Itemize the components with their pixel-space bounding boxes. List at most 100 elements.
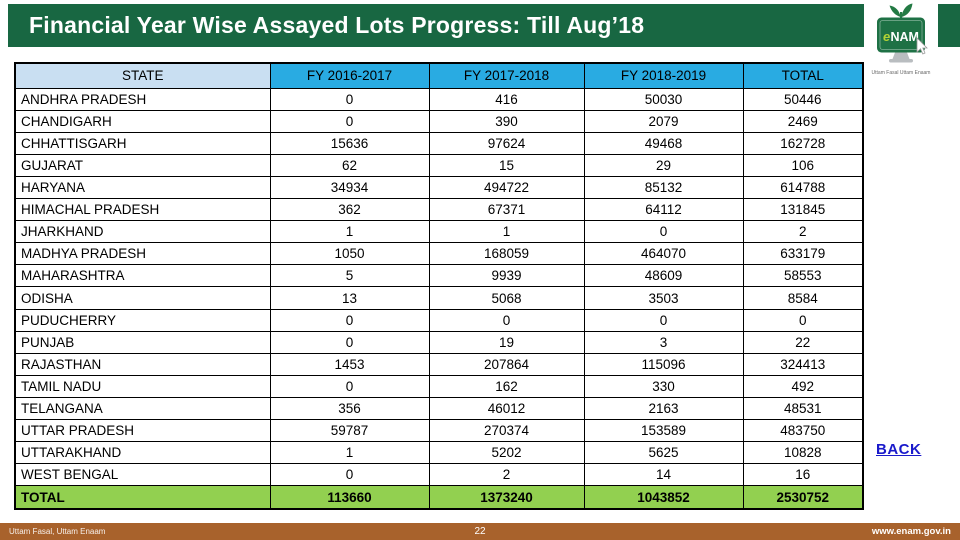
value-cell: 0: [583, 308, 744, 332]
value-cell: 153589: [583, 419, 744, 443]
value-cell: 168059: [428, 242, 585, 266]
value-cell: 8584: [742, 286, 864, 310]
value-cell: 1: [269, 220, 430, 244]
table-body: ANDHRA PRADESH 0 416 50030 50446 CHANDIGARH 0 3…: [14, 87, 864, 510]
value-cell: 22: [742, 330, 864, 354]
value-cell: 2469: [742, 109, 864, 133]
value-cell: 494722: [428, 175, 585, 200]
table-row: RAJASTHAN 1453 207864 115096 324413: [14, 352, 864, 376]
value-cell: 5625: [583, 441, 744, 465]
table-row: CHANDIGARH 0 390 2079 2469: [14, 109, 864, 133]
value-cell: 49468: [583, 131, 744, 155]
value-cell: 162: [428, 374, 585, 399]
value-cell: 14: [583, 463, 744, 487]
value-cell: 13: [269, 286, 430, 310]
table-row: CHHATTISGARH 15636 97624 49468 162728: [14, 131, 864, 155]
value-cell: 15636: [269, 131, 430, 155]
state-cell: CHHATTISGARH: [14, 131, 271, 155]
assayed-lots-table-container: STATE FY 2016-2017 FY 2017-2018 FY 2018-201…: [14, 62, 864, 510]
table-row: GUJARAT 62 15 29 106: [14, 153, 864, 177]
value-cell: 0: [583, 220, 744, 244]
assayed-lots-table: STATE FY 2016-2017 FY 2017-2018 FY 2018-201…: [14, 62, 864, 510]
value-cell: 58553: [742, 264, 864, 288]
value-cell: 207864: [428, 352, 585, 376]
value-cell: 1453: [269, 352, 430, 376]
value-cell: 67371: [428, 198, 585, 222]
value-cell: 0: [428, 308, 585, 332]
state-cell: ANDHRA PRADESH: [14, 87, 271, 111]
value-cell: 106: [742, 153, 864, 177]
value-cell: 2: [742, 220, 864, 244]
table-row: ODISHA 13 5068 3503 8584: [14, 286, 864, 310]
value-cell: 3: [583, 330, 744, 354]
table-row: PUDUCHERRY 0 0 0 0: [14, 308, 864, 332]
state-cell: PUDUCHERRY: [14, 308, 271, 332]
value-cell: 0: [269, 109, 430, 133]
value-cell: 1: [269, 441, 430, 465]
value-cell: 0: [269, 330, 430, 354]
value-cell: 390: [428, 109, 585, 133]
value-cell: 9939: [428, 264, 585, 288]
value-cell: 85132: [583, 175, 744, 200]
value-cell: 50446: [742, 87, 864, 111]
value-cell: 64112: [583, 198, 744, 222]
value-cell: 2163: [583, 397, 744, 421]
value-cell: 0: [742, 308, 864, 332]
state-cell: ODISHA: [14, 286, 271, 310]
table-row: UTTAR PRADESH 59787 270374 153589 483750: [14, 419, 864, 443]
value-cell: 0: [269, 463, 430, 487]
table-row: MADHYA PRADESH 1050 168059 464070 633179: [14, 242, 864, 266]
value-cell: 0: [269, 308, 430, 332]
value-cell: 362: [269, 198, 430, 222]
value-cell: 131845: [742, 198, 864, 222]
value-cell: 59787: [269, 419, 430, 443]
value-cell: 492: [742, 374, 864, 399]
value-cell: 356: [269, 397, 430, 421]
value-cell: 15: [428, 153, 585, 177]
state-cell: MAHARASHTRA: [14, 264, 271, 288]
value-cell: 324413: [742, 352, 864, 376]
value-cell: 330: [583, 374, 744, 399]
footer-slogan: Uttam Fasal, Uttam Enaam: [9, 527, 106, 536]
value-cell: 1: [428, 220, 585, 244]
value-cell: 62: [269, 153, 430, 177]
state-cell: PUNJAB: [14, 330, 271, 354]
table-row: WEST BENGAL 0 2 14 16: [14, 463, 864, 487]
state-cell: GUJARAT: [14, 153, 271, 177]
table-row: PUNJAB 0 19 3 22: [14, 330, 864, 354]
state-cell: WEST BENGAL: [14, 463, 271, 487]
state-cell: JHARKHAND: [14, 220, 271, 244]
state-cell: RAJASTHAN: [14, 352, 271, 376]
table-row: MAHARASHTRA 5 9939 48609 58553: [14, 264, 864, 288]
value-cell: 614788: [742, 175, 864, 200]
value-cell: 0: [269, 374, 430, 399]
table-row: TELANGANA 356 46012 2163 48531: [14, 397, 864, 421]
value-cell: 1373240: [428, 485, 585, 510]
value-cell: 34934: [269, 175, 430, 200]
footer-bar: Uttam Fasal, Uttam Enaam 22 www.enam.gov…: [0, 523, 960, 540]
state-cell: TOTAL: [14, 485, 271, 510]
value-cell: 48531: [742, 397, 864, 421]
enam-monitor-icon: e NAM: [877, 3, 928, 63]
column-header: TOTAL: [742, 62, 864, 89]
column-header: FY 2017-2018: [428, 62, 585, 89]
value-cell: 464070: [583, 242, 744, 266]
back-link[interactable]: BACK: [876, 441, 922, 458]
column-header: FY 2018-2019: [583, 62, 744, 89]
value-cell: 115096: [583, 352, 744, 376]
table-row: UTTARAKHAND 1 5202 5625 10828: [14, 441, 864, 465]
value-cell: 1050: [269, 242, 430, 266]
enam-logo: e NAM Uttam Fasal Uttam Enaam: [864, 0, 938, 84]
value-cell: 0: [269, 87, 430, 111]
state-cell: CHANDIGARH: [14, 109, 271, 133]
table-row: TAMIL NADU 0 162 330 492: [14, 374, 864, 399]
value-cell: 483750: [742, 419, 864, 443]
value-cell: 1043852: [583, 485, 744, 510]
svg-text:NAM: NAM: [891, 30, 919, 44]
page-number: 22: [474, 526, 486, 537]
value-cell: 46012: [428, 397, 585, 421]
value-cell: 2530752: [742, 485, 864, 510]
table-total-row: TOTAL 113660 1373240 1043852 2530752: [14, 485, 864, 510]
table-row: JHARKHAND 1 1 0 2: [14, 220, 864, 244]
